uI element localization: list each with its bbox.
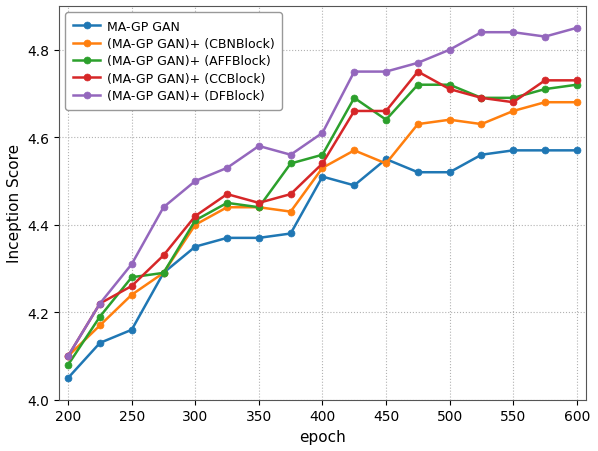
(MA-GP GAN)+ (CBNBlock) — [255, 205, 263, 211]
(MA-GP GAN)+ (CBNBlock) — [446, 118, 453, 123]
(MA-GP GAN)+ (CCBlock) — [509, 100, 517, 106]
(MA-GP GAN)+ (AFFBlock) — [541, 87, 548, 92]
(MA-GP GAN)+ (CCBlock) — [319, 161, 326, 167]
MA-GP GAN — [160, 271, 167, 276]
(MA-GP GAN)+ (AFFBlock) — [224, 201, 231, 206]
(MA-GP GAN)+ (CBNBlock) — [573, 100, 581, 106]
(MA-GP GAN)+ (DFBlock) — [319, 131, 326, 136]
(MA-GP GAN)+ (DFBlock) — [350, 70, 358, 75]
(MA-GP GAN)+ (CCBlock) — [287, 192, 294, 198]
(MA-GP GAN)+ (AFFBlock) — [573, 83, 581, 88]
MA-GP GAN — [65, 375, 72, 381]
MA-GP GAN — [255, 235, 263, 241]
Line: (MA-GP GAN)+ (DFBlock): (MA-GP GAN)+ (DFBlock) — [65, 25, 580, 360]
MA-GP GAN — [509, 148, 517, 154]
(MA-GP GAN)+ (CBNBlock) — [192, 222, 199, 228]
(MA-GP GAN)+ (CCBlock) — [446, 87, 453, 92]
(MA-GP GAN)+ (CBNBlock) — [128, 292, 135, 298]
(MA-GP GAN)+ (CBNBlock) — [224, 205, 231, 211]
X-axis label: epoch: epoch — [299, 429, 346, 444]
MA-GP GAN — [350, 183, 358, 189]
Line: (MA-GP GAN)+ (AFFBlock): (MA-GP GAN)+ (AFFBlock) — [65, 82, 580, 368]
(MA-GP GAN)+ (CCBlock) — [65, 354, 72, 359]
(MA-GP GAN)+ (CBNBlock) — [509, 109, 517, 115]
(MA-GP GAN)+ (AFFBlock) — [350, 96, 358, 101]
(MA-GP GAN)+ (CBNBlock) — [160, 271, 167, 276]
(MA-GP GAN)+ (DFBlock) — [192, 179, 199, 184]
(MA-GP GAN)+ (CCBlock) — [414, 70, 422, 75]
(MA-GP GAN)+ (CCBlock) — [128, 284, 135, 289]
Line: MA-GP GAN: MA-GP GAN — [65, 147, 580, 382]
(MA-GP GAN)+ (AFFBlock) — [383, 118, 390, 123]
(MA-GP GAN)+ (CBNBlock) — [478, 122, 485, 128]
(MA-GP GAN)+ (AFFBlock) — [478, 96, 485, 101]
(MA-GP GAN)+ (CBNBlock) — [96, 323, 103, 328]
(MA-GP GAN)+ (CCBlock) — [541, 78, 548, 84]
(MA-GP GAN)+ (AFFBlock) — [65, 362, 72, 368]
(MA-GP GAN)+ (DFBlock) — [96, 301, 103, 307]
(MA-GP GAN)+ (CBNBlock) — [383, 161, 390, 167]
(MA-GP GAN)+ (CCBlock) — [573, 78, 581, 84]
Legend: MA-GP GAN, (MA-GP GAN)+ (CBNBlock), (MA-GP GAN)+ (AFFBlock), (MA-GP GAN)+ (CCBlo: MA-GP GAN, (MA-GP GAN)+ (CBNBlock), (MA-… — [65, 13, 282, 110]
MA-GP GAN — [573, 148, 581, 154]
(MA-GP GAN)+ (DFBlock) — [160, 205, 167, 211]
(MA-GP GAN)+ (AFFBlock) — [96, 314, 103, 320]
MA-GP GAN — [319, 175, 326, 180]
(MA-GP GAN)+ (CCBlock) — [160, 253, 167, 258]
MA-GP GAN — [541, 148, 548, 154]
(MA-GP GAN)+ (AFFBlock) — [128, 275, 135, 281]
(MA-GP GAN)+ (AFFBlock) — [255, 205, 263, 211]
MA-GP GAN — [446, 170, 453, 175]
(MA-GP GAN)+ (DFBlock) — [65, 354, 72, 359]
(MA-GP GAN)+ (DFBlock) — [478, 30, 485, 36]
(MA-GP GAN)+ (CCBlock) — [96, 301, 103, 307]
(MA-GP GAN)+ (AFFBlock) — [509, 96, 517, 101]
Line: (MA-GP GAN)+ (CCBlock): (MA-GP GAN)+ (CCBlock) — [65, 69, 580, 360]
(MA-GP GAN)+ (DFBlock) — [509, 30, 517, 36]
(MA-GP GAN)+ (CCBlock) — [255, 201, 263, 206]
(MA-GP GAN)+ (DFBlock) — [255, 144, 263, 149]
(MA-GP GAN)+ (DFBlock) — [383, 70, 390, 75]
MA-GP GAN — [192, 244, 199, 250]
(MA-GP GAN)+ (DFBlock) — [446, 48, 453, 53]
(MA-GP GAN)+ (AFFBlock) — [160, 271, 167, 276]
(MA-GP GAN)+ (CCBlock) — [383, 109, 390, 115]
(MA-GP GAN)+ (DFBlock) — [414, 61, 422, 66]
(MA-GP GAN)+ (AFFBlock) — [446, 83, 453, 88]
(MA-GP GAN)+ (CCBlock) — [478, 96, 485, 101]
(MA-GP GAN)+ (CBNBlock) — [414, 122, 422, 128]
(MA-GP GAN)+ (DFBlock) — [287, 153, 294, 158]
Line: (MA-GP GAN)+ (CBNBlock): (MA-GP GAN)+ (CBNBlock) — [65, 100, 580, 360]
(MA-GP GAN)+ (CBNBlock) — [350, 148, 358, 154]
(MA-GP GAN)+ (CCBlock) — [192, 214, 199, 219]
Y-axis label: Inception Score: Inception Score — [7, 144, 22, 263]
MA-GP GAN — [128, 327, 135, 333]
(MA-GP GAN)+ (AFFBlock) — [319, 153, 326, 158]
(MA-GP GAN)+ (AFFBlock) — [287, 161, 294, 167]
(MA-GP GAN)+ (DFBlock) — [573, 26, 581, 32]
(MA-GP GAN)+ (AFFBlock) — [192, 218, 199, 224]
(MA-GP GAN)+ (CCBlock) — [224, 192, 231, 198]
(MA-GP GAN)+ (DFBlock) — [224, 166, 231, 171]
(MA-GP GAN)+ (DFBlock) — [128, 262, 135, 267]
MA-GP GAN — [478, 153, 485, 158]
MA-GP GAN — [383, 157, 390, 162]
(MA-GP GAN)+ (AFFBlock) — [414, 83, 422, 88]
MA-GP GAN — [224, 235, 231, 241]
MA-GP GAN — [96, 341, 103, 346]
(MA-GP GAN)+ (CCBlock) — [350, 109, 358, 115]
(MA-GP GAN)+ (CBNBlock) — [65, 354, 72, 359]
(MA-GP GAN)+ (DFBlock) — [541, 35, 548, 40]
(MA-GP GAN)+ (CBNBlock) — [287, 209, 294, 215]
(MA-GP GAN)+ (CBNBlock) — [319, 166, 326, 171]
MA-GP GAN — [414, 170, 422, 175]
MA-GP GAN — [287, 231, 294, 237]
(MA-GP GAN)+ (CBNBlock) — [541, 100, 548, 106]
